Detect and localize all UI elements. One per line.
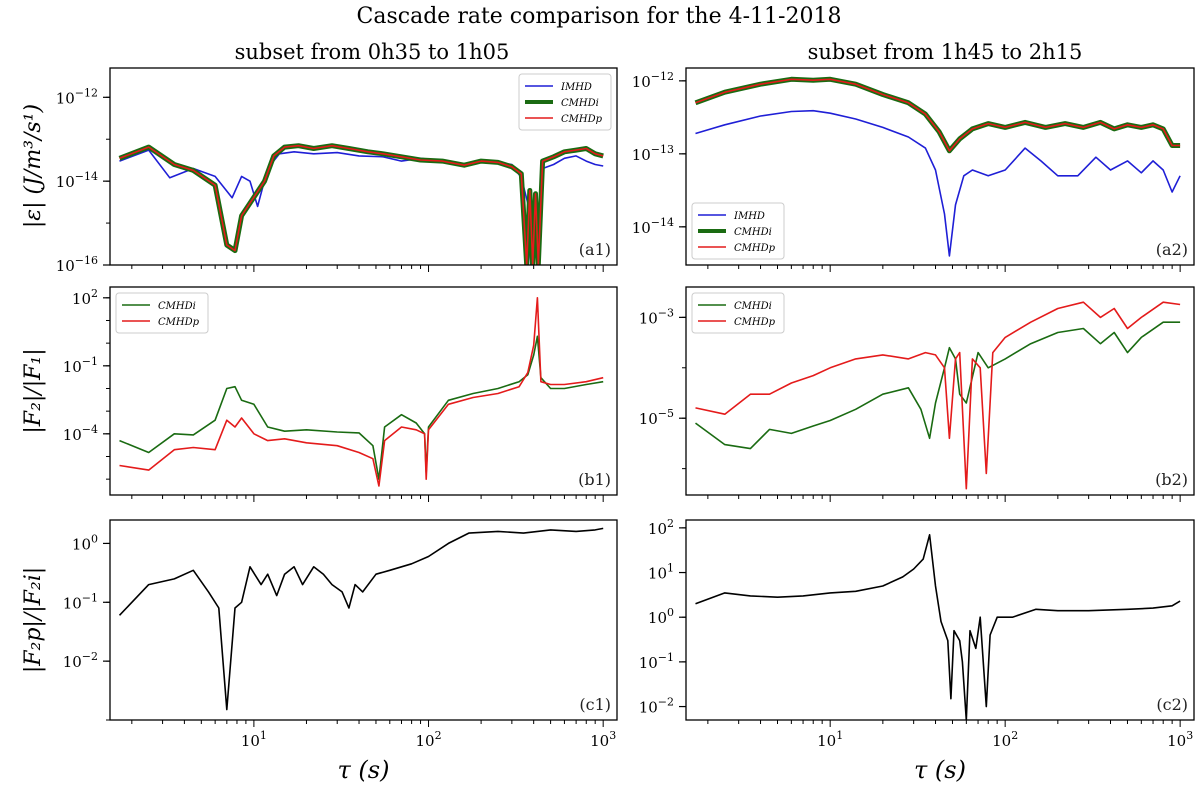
y-tick-label: 102 — [72, 287, 98, 308]
x-tick-label: 101 — [817, 729, 843, 750]
panel-c2: 101 102 103 τ (s) 10−2 10−1 100 101 102 (c2) — [639, 517, 1195, 784]
legend-label: IMHD — [560, 82, 592, 93]
legend-label: CMHDp — [158, 317, 200, 328]
series-line-cmhdp — [695, 78, 1181, 152]
legend-label: CMHDi — [561, 98, 599, 109]
series-line-ratio — [695, 534, 1181, 720]
panel-tag: (b2) — [1155, 470, 1188, 489]
y-axis-label: |F₂|/|F₁| — [21, 348, 46, 433]
y-tick-label: 10−1 — [63, 355, 98, 376]
y-tick-label: 10−2 — [639, 696, 674, 717]
legend: CMHDi CMHDp — [115, 292, 209, 334]
series-line-ratio — [118, 527, 604, 711]
y-axis-label: |ε| (J/m³/s¹) — [21, 104, 46, 228]
panel-tag: (a1) — [579, 240, 611, 259]
y-axis-label: |F₂p|/|F₂i| — [21, 567, 46, 673]
series-line-cmhdp — [695, 301, 1181, 490]
y-tick-label: 10−2 — [63, 650, 98, 671]
legend-label: CMHDp — [734, 243, 776, 254]
series-line-imhd — [695, 109, 1181, 257]
panel-b1: 10−4 10−1 102 (b1) CMHDi CMHDp — [63, 286, 618, 502]
legend-box — [518, 73, 612, 131]
column-title-left: subset from 0h35 to 1h05 — [234, 40, 510, 64]
x-axis-label: τ (s) — [914, 756, 966, 784]
y-tick-label: 10−5 — [639, 407, 674, 428]
y-tick-label: 100 — [648, 606, 674, 627]
axes-frame — [109, 286, 618, 496]
y-tick-label: 10−1 — [639, 651, 674, 672]
panel-b2: 10−5 10−3 (b2) CMHDi CMHDp — [639, 286, 1195, 502]
y-tick-label: 101 — [648, 562, 674, 583]
legend-label: CMHDp — [561, 114, 603, 125]
series-line-cmhdi — [695, 321, 1181, 450]
legend: IMHD CMHDi CMHDp — [691, 202, 785, 260]
axes-frame — [685, 519, 1195, 721]
legend: IMHD CMHDi CMHDp — [518, 73, 612, 131]
x-tick-label: 101 — [241, 729, 267, 750]
column-title-right: subset from 1h45 to 2h15 — [807, 40, 1083, 64]
x-tick-label: 103 — [590, 729, 616, 750]
y-tick-label: 102 — [648, 517, 674, 538]
panel-tag: (a2) — [1156, 240, 1188, 259]
axes-frame — [685, 286, 1195, 496]
panel-a2: 10−14 10−13 10−12 (a2) IMHD CMHDi CMHDp — [632, 67, 1195, 272]
legend-label: CMHDi — [158, 301, 196, 312]
series-line-cmhdp — [119, 297, 604, 487]
y-tick-label: 10−12 — [56, 86, 98, 107]
legend-label: CMHDp — [734, 317, 776, 328]
legend-box — [691, 292, 785, 334]
legend-label: IMHD — [733, 211, 765, 222]
panel-tag: (b1) — [578, 470, 611, 489]
legend-label: CMHDi — [734, 301, 772, 312]
axes-frame — [685, 67, 1195, 266]
axes-frame — [109, 519, 618, 721]
y-tick-label: 10−14 — [56, 170, 98, 191]
panel-tag: (c1) — [579, 695, 611, 714]
panel-a1: 10−16 10−14 10−12 (a1) IMHD CMHDi CMHDp — [56, 67, 618, 275]
legend-box — [115, 292, 209, 334]
y-tick-label: 100 — [72, 532, 98, 553]
panel-c1: 101 102 103 τ (s) 10−2 10−1 100 (c1) — [63, 519, 618, 784]
x-tick-label: 102 — [415, 729, 441, 750]
y-tick-label: 10−3 — [639, 306, 674, 327]
y-tick-label: 10−12 — [632, 70, 674, 91]
y-tick-label: 10−16 — [56, 254, 98, 275]
panel-tag: (c2) — [1156, 695, 1188, 714]
y-tick-label: 10−14 — [632, 216, 674, 237]
legend-box — [691, 202, 785, 260]
series-line-cmhdp — [119, 144, 604, 265]
legend: CMHDi CMHDp — [691, 292, 785, 334]
x-axis-label: τ (s) — [338, 756, 390, 784]
y-tick-label: 10−13 — [632, 143, 674, 164]
series-line-cmhdi — [119, 335, 604, 480]
y-tick-label: 10−1 — [63, 591, 98, 612]
legend-label: CMHDi — [734, 227, 772, 238]
x-tick-label: 102 — [992, 729, 1018, 750]
figure-title: Cascade rate comparison for the 4-11-201… — [356, 4, 842, 29]
x-tick-label: 103 — [1167, 729, 1193, 750]
axes-frame — [109, 67, 618, 266]
y-tick-label: 10−4 — [63, 423, 98, 444]
